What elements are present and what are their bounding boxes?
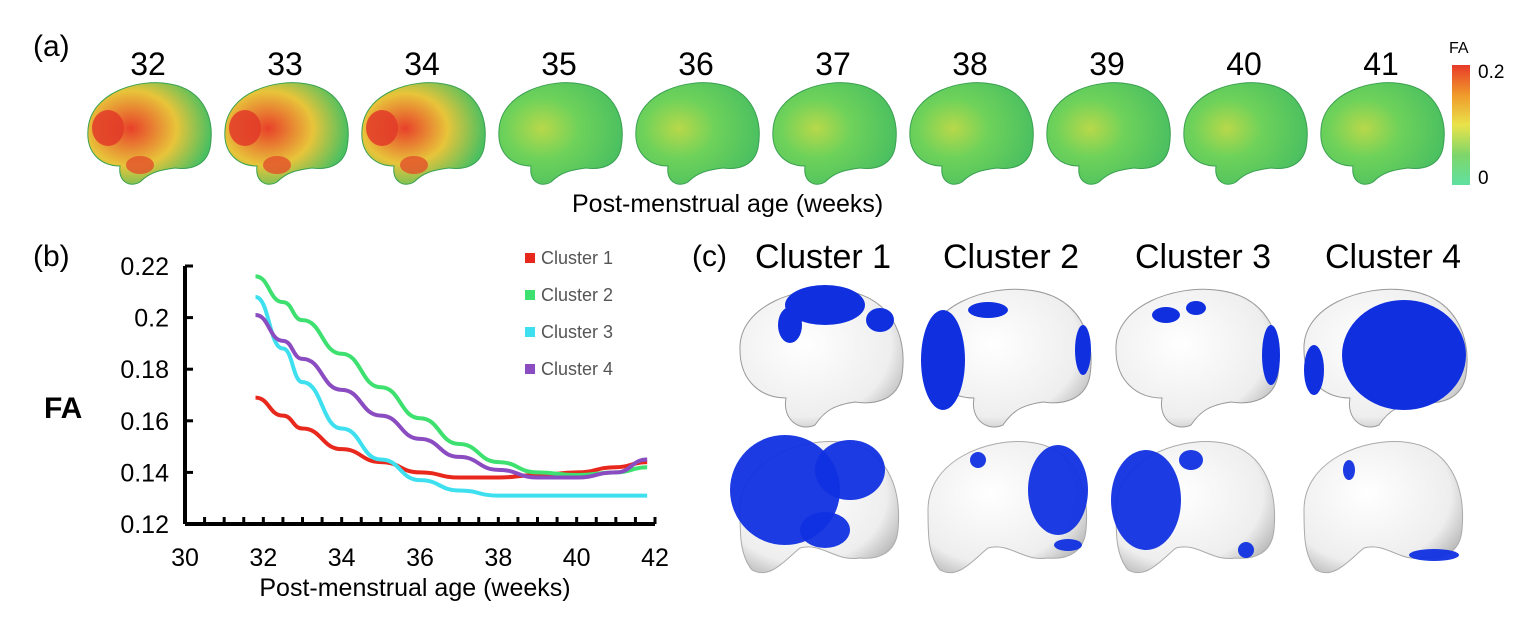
y-tick-label: 0.2 [134,305,169,333]
legend-swatch [525,327,535,337]
week-label: 36 [678,46,714,82]
week-label: 32 [130,46,166,82]
week-label: 39 [1089,46,1125,82]
panel-a-label: (a) [33,30,70,63]
colorbar-max-label: 0.2 [1478,62,1505,83]
cluster-lateral-map [921,288,1092,428]
brain-rendering [1046,82,1171,185]
fa-line-chart: 0.12 0.14 0.16 0.18 0.2 0.22 30 32 34 36 38 40 42 Pos… [44,248,669,602]
cluster-brain-maps [730,285,1468,574]
cluster-medial-map [1111,441,1276,574]
legend-label: Cluster 1 [541,248,613,268]
colorbar-title: FA [1449,40,1469,57]
series-line-3 [254,294,648,498]
brain-renderings-row [87,82,1445,185]
x-tick-label: 40 [563,544,591,572]
panel-c-label: (c) [692,240,727,273]
week-label: 40 [1226,46,1262,82]
brain-rendering [224,82,349,185]
x-tick-label: 30 [171,544,199,572]
brain-rendering [635,82,760,185]
legend-label: Cluster 2 [541,285,613,305]
x-tick-label: 36 [406,544,434,572]
cluster-lateral-map [1303,288,1468,428]
brain-rendering [1320,82,1445,185]
x-axis-label: Post-menstrual age (weeks) [259,574,570,602]
y-tick-label: 0.18 [120,356,169,384]
x-tick-label: 42 [641,544,669,572]
cluster-title: Cluster 4 [1325,238,1462,276]
y-tick-label: 0.16 [120,408,169,436]
legend-label: Cluster 3 [541,322,613,342]
legend-swatch [525,364,535,374]
y-tick-label: 0.12 [120,511,169,539]
cluster-title: Cluster 1 [755,238,892,276]
series-line-1 [255,395,648,480]
brain-rendering [909,82,1034,185]
x-tick-label: 34 [328,544,356,572]
colorbar [1452,65,1470,185]
series-line-4 [255,313,648,480]
cluster-title: Cluster 3 [1135,238,1272,276]
week-label: 37 [815,46,851,82]
colorbar-min-label: 0 [1478,168,1489,189]
brain-rendering [361,82,486,185]
cluster-medial-map [927,441,1088,574]
y-tick-label: 0.22 [120,253,169,281]
series-line-2 [255,274,648,477]
brain-rendering [1183,82,1308,185]
panel-b-label: (b) [33,240,70,273]
cluster-lateral-map [739,285,904,428]
brain-rendering [772,82,897,185]
cluster-medial-map [730,435,900,574]
brain-rendering [498,82,623,185]
cluster-lateral-map [1115,288,1280,428]
y-tick-label: 0.14 [120,459,169,487]
cluster-title: Cluster 2 [943,238,1080,276]
panel-a-xlabel: Post-menstrual age (weeks) [572,190,884,218]
week-label: 33 [267,46,303,82]
cluster-medial-map [1303,441,1464,574]
week-label: 35 [541,46,577,82]
legend-swatch [525,253,535,263]
x-tick-label: 32 [249,544,277,572]
week-label: 41 [1363,46,1399,82]
legend-swatch [525,290,535,300]
legend-label: Cluster 4 [541,359,613,379]
brain-rendering [87,82,212,185]
week-label: 34 [404,46,440,82]
week-label: 38 [952,46,988,82]
x-tick-label: 38 [484,544,512,572]
y-axis-label: FA [44,392,82,425]
